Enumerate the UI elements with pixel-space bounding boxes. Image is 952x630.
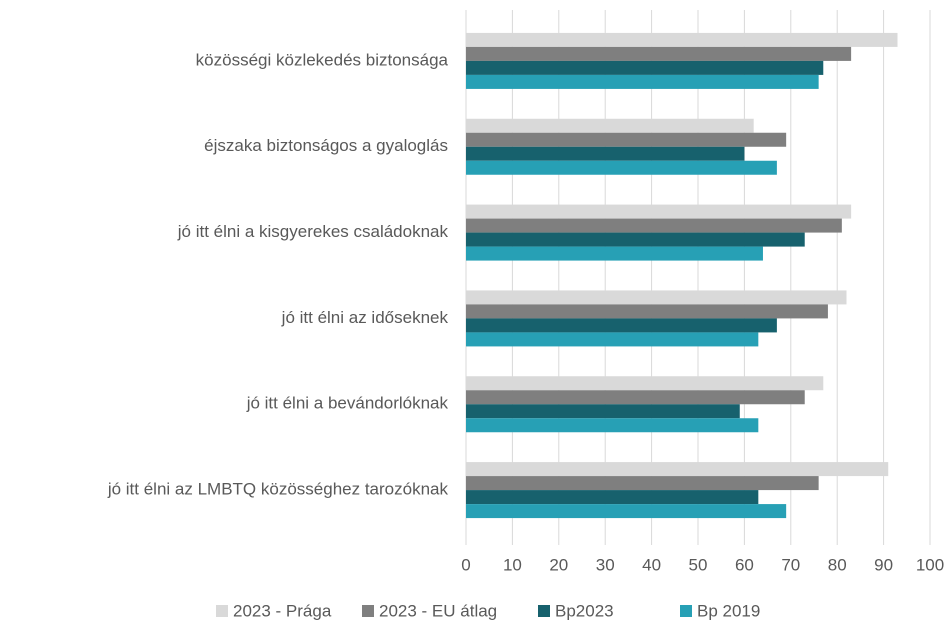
bar <box>466 132 787 147</box>
bar <box>466 218 842 233</box>
bar <box>466 32 898 47</box>
bar <box>466 390 805 405</box>
x-tick-label: 20 <box>549 555 568 574</box>
x-tick-label: 60 <box>735 555 754 574</box>
bar <box>466 376 824 391</box>
bar <box>466 160 777 175</box>
x-tick-label: 100 <box>916 555 944 574</box>
category-label: közösségi közlekedés biztonsága <box>196 50 449 69</box>
bar <box>466 476 819 491</box>
legend-label: 2023 - Prága <box>233 601 332 620</box>
x-tick-label: 70 <box>781 555 800 574</box>
bar <box>466 304 828 319</box>
bar <box>466 118 754 133</box>
legend-swatch <box>680 605 692 617</box>
x-tick-label: 50 <box>689 555 708 574</box>
bar <box>466 318 777 333</box>
legend-swatch <box>216 605 228 617</box>
category-label: jó itt élni a kisgyerekes családoknak <box>177 222 449 241</box>
bar <box>466 418 759 433</box>
bar <box>466 462 889 477</box>
bar <box>466 232 805 247</box>
legend-label: 2023 - EU átlag <box>379 601 497 620</box>
bar <box>466 146 745 161</box>
category-label: jó itt élni a bevándorlóknak <box>246 394 449 413</box>
bar <box>466 490 759 505</box>
bar <box>466 290 847 305</box>
x-tick-label: 10 <box>503 555 522 574</box>
legend-swatch <box>362 605 374 617</box>
x-tick-label: 30 <box>596 555 615 574</box>
bar <box>466 404 740 419</box>
category-label: éjszaka biztonságos a gyaloglás <box>204 136 448 155</box>
bar <box>466 60 824 75</box>
category-label: jó itt élni az időseknek <box>281 308 449 327</box>
bar <box>466 74 819 89</box>
x-tick-label: 0 <box>461 555 470 574</box>
bar <box>466 46 852 61</box>
legend-label: Bp 2019 <box>697 601 760 620</box>
legend-swatch <box>538 605 550 617</box>
bar <box>466 204 852 219</box>
x-tick-label: 80 <box>828 555 847 574</box>
legend-label: Bp2023 <box>555 601 614 620</box>
bar <box>466 332 759 347</box>
x-tick-label: 40 <box>642 555 661 574</box>
bar <box>466 246 763 261</box>
category-label: jó itt élni az LMBTQ közösséghez tarozók… <box>107 480 449 499</box>
bar <box>466 504 787 519</box>
x-tick-label: 90 <box>874 555 893 574</box>
